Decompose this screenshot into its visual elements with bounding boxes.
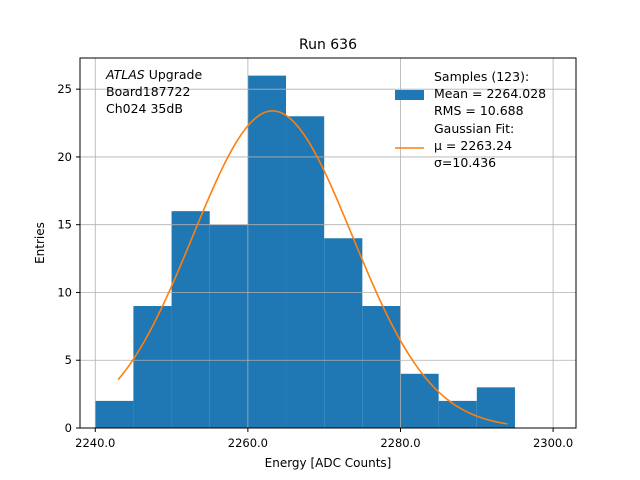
histogram-bar bbox=[95, 400, 134, 428]
x-tick-label: 2260.0 bbox=[228, 436, 268, 450]
x-tick-label: 2300.0 bbox=[533, 436, 573, 450]
annotation-line: Ch024 35dB bbox=[106, 101, 183, 116]
y-axis-ticks: 0 5 10 15 20 25 bbox=[57, 82, 80, 435]
y-tick-label: 15 bbox=[57, 218, 72, 232]
histogram-bar bbox=[400, 373, 439, 428]
y-tick-label: 0 bbox=[65, 421, 72, 435]
y-tick-label: 10 bbox=[57, 285, 72, 299]
legend-text-line: μ = 2263.24 bbox=[434, 138, 512, 153]
histogram-bar bbox=[438, 400, 477, 428]
histogram-bar bbox=[171, 211, 210, 428]
x-tick-label: 2280.0 bbox=[380, 436, 420, 450]
y-tick-label: 20 bbox=[57, 150, 72, 164]
plot-frame bbox=[79, 57, 577, 429]
x-tick-label: 2240.0 bbox=[75, 436, 115, 450]
legend-text-line: σ=10.436 bbox=[434, 155, 496, 170]
histogram-bar bbox=[133, 306, 172, 428]
histogram-bar bbox=[324, 238, 363, 428]
legend-text-line: Gaussian Fit: bbox=[434, 121, 514, 136]
histogram-bar bbox=[247, 75, 287, 428]
legend-text-line: Mean = 2264.028 bbox=[434, 86, 546, 101]
fit-curve bbox=[117, 110, 508, 425]
y-tick-label: 25 bbox=[57, 82, 72, 96]
x-axis-label: Energy [ADC Counts] bbox=[265, 456, 392, 470]
chart-title: Run 636 bbox=[299, 37, 357, 53]
y-axis-label: Entries bbox=[33, 222, 47, 264]
y-tick-label: 5 bbox=[65, 353, 72, 367]
legend: Samples (123): Mean = 2264.028 RMS = 10.… bbox=[395, 69, 546, 170]
annotation-line: ATLAS Upgrade bbox=[105, 67, 202, 82]
histogram-bars bbox=[95, 75, 515, 429]
legend-histogram-swatch bbox=[395, 90, 424, 100]
x-axis-ticks: 2240.0 2260.0 2280.0 2300.0 bbox=[75, 428, 573, 450]
legend-text-line: RMS = 10.688 bbox=[434, 103, 524, 118]
histogram-bar bbox=[286, 116, 325, 429]
atlas-annotation: ATLAS Upgrade Board187722 Ch024 35dB bbox=[105, 67, 202, 116]
legend-text-line: Samples (123): bbox=[434, 69, 529, 84]
gaussian-fit bbox=[117, 110, 508, 425]
histogram-bar bbox=[209, 224, 248, 428]
annotation-line: Board187722 bbox=[106, 84, 190, 99]
histogram-bar bbox=[362, 306, 401, 428]
